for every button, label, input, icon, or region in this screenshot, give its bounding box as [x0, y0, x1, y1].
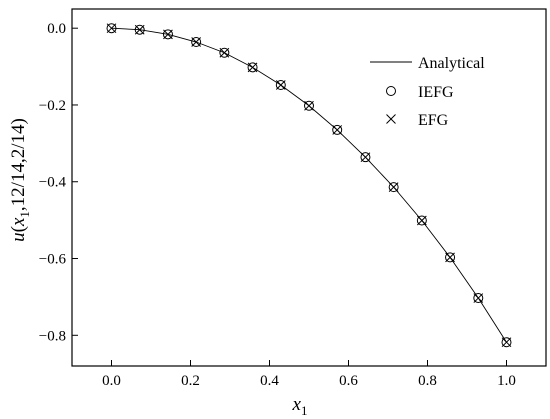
series-iefg-point: [275, 80, 286, 91]
series-iefg-point: [304, 100, 314, 111]
plot-area: [106, 23, 512, 348]
series-iefg-point: [106, 23, 117, 34]
series-iefg-point: [219, 47, 230, 58]
series-iefg-point: [360, 152, 371, 163]
y-axis-title-open: (: [8, 226, 29, 232]
legend-swatch-iefg: [386, 86, 396, 96]
x-tick-label: 0.6: [339, 373, 358, 389]
series-efg-point: [134, 24, 145, 35]
legend-label-efg: EFG: [418, 112, 449, 129]
y-tick-label: −0.6: [39, 252, 67, 268]
series-iefg-point: [501, 337, 512, 348]
series-efg-point: [106, 23, 117, 34]
y-axis-title-rest: ,12/14,2/14): [8, 118, 29, 211]
series-efg-point: [247, 62, 258, 73]
series-efg-point: [191, 37, 202, 47]
x-tick-label: 0.8: [418, 373, 437, 389]
series-iefg-point: [332, 124, 343, 135]
x-axis-title-subscript: 1: [301, 403, 308, 418]
y-axis-title-u: u: [8, 232, 29, 242]
series-efg-point: [445, 252, 455, 263]
x-tick-label: 0.0: [102, 373, 121, 389]
series-efg-point: [304, 100, 314, 111]
series-iefg-point: [388, 182, 399, 193]
series-efg-point: [163, 29, 173, 40]
y-tick-label: 0.0: [47, 21, 66, 37]
series-iefg-point: [473, 293, 484, 304]
x-axis-title-main: x: [292, 394, 302, 415]
series-efg-point: [360, 152, 371, 163]
y-tick-label: −0.8: [39, 328, 66, 344]
x-axis-ticks: 0.0 0.2 0.4 0.6 0.8 1.0: [102, 360, 516, 389]
series-iefg-point: [445, 252, 456, 263]
y-tick-label: −0.4: [39, 175, 67, 191]
y-axis-title-subscript: 1: [17, 211, 32, 218]
series-efg-point: [219, 47, 230, 58]
series-efg-point: [473, 293, 484, 303]
y-axis-title: u(x1,12/14,2/14): [8, 118, 32, 242]
series-efg-point: [416, 215, 427, 226]
x-tick-label: 1.0: [497, 373, 516, 389]
series-efg-point: [501, 337, 512, 348]
series-analytical-line: [111, 27, 507, 343]
plot-frame: [71, 8, 547, 367]
legend-label-analytical: Analytical: [418, 55, 485, 72]
x-tick-label: 0.2: [181, 373, 200, 389]
series-iefg-point: [247, 62, 258, 73]
x-axis-title: x1: [292, 394, 308, 418]
series-iefg-point: [134, 24, 145, 35]
series-efg-point: [332, 125, 343, 135]
y-axis-ticks: 0.0 −0.2 −0.4 −0.6 −0.8: [39, 21, 78, 344]
series-efg-point: [388, 182, 399, 192]
legend-label-iefg: IEFG: [418, 84, 454, 101]
series-iefg-point: [191, 37, 202, 48]
series-iefg-point: [416, 215, 427, 226]
legend-swatch-efg: [386, 114, 396, 124]
series-efg-point: [275, 80, 286, 90]
y-axis-title-x: x: [8, 217, 29, 227]
y-tick-label: −0.2: [39, 98, 66, 114]
x-tick-label: 0.4: [260, 373, 279, 389]
legend: Analytical IEFG EFG: [370, 55, 485, 129]
series-iefg-point: [162, 29, 173, 40]
